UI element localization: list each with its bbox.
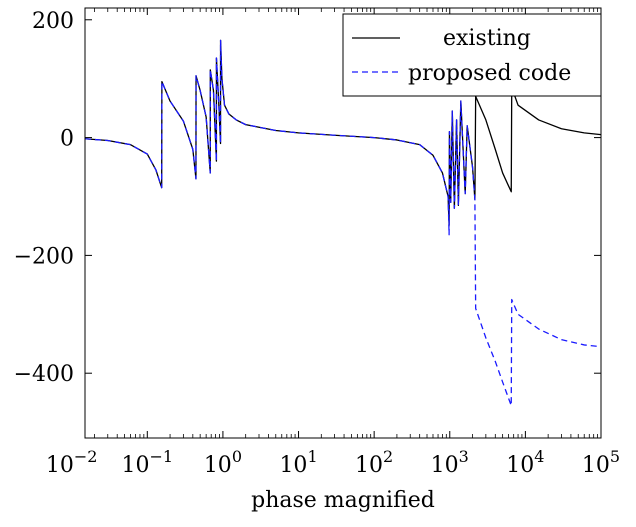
x-tick-label: 104 bbox=[506, 447, 544, 478]
x-tick-label: 102 bbox=[355, 447, 393, 478]
y-tick-label: −400 bbox=[14, 362, 74, 387]
x-tick-label: 103 bbox=[431, 447, 469, 478]
x-tick-label: 10−2 bbox=[46, 447, 98, 478]
y-tick-label: 0 bbox=[60, 127, 74, 152]
x-tick-label: 10−1 bbox=[122, 447, 174, 478]
x-tick-label: 100 bbox=[204, 447, 242, 478]
y-tick-label: 200 bbox=[32, 9, 74, 34]
x-axis-label: phase magnified bbox=[251, 488, 435, 513]
x-tick-label: 101 bbox=[279, 447, 317, 478]
legend-label-existing: existing bbox=[443, 26, 531, 51]
legend-box bbox=[342, 13, 602, 97]
y-tick-label: −200 bbox=[14, 244, 74, 269]
axes: 10−2 10−1 100 101 102 103 104 105 200 0 −200 −400 bbox=[14, 7, 620, 478]
x-tick-label: 105 bbox=[582, 447, 620, 478]
legend-label-proposed-code: proposed code bbox=[408, 61, 571, 86]
plot-area bbox=[85, 39, 601, 407]
legend: existing proposed code bbox=[342, 13, 602, 97]
series-line-proposed-code bbox=[85, 39, 601, 407]
plot-frame bbox=[84, 7, 602, 439]
